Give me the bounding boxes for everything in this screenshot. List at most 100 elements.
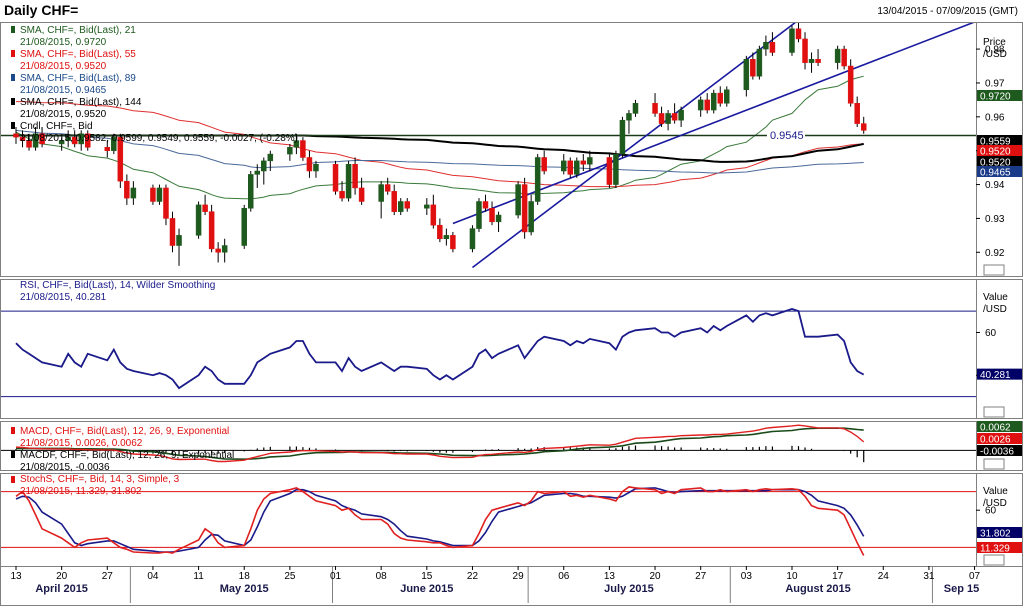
x-tick-label: 11: [193, 571, 204, 582]
macd-legend-value: 21/08/2015, 0.0026, 0.0062: [20, 438, 143, 449]
macd-auto-button[interactable]: [983, 458, 1005, 470]
macd-plot: [1, 424, 976, 463]
candle-body-up: [195, 204, 202, 236]
candle-body-up: [443, 235, 450, 239]
candle: [495, 211, 502, 232]
candle: [528, 194, 534, 236]
candle-body-down: [580, 160, 587, 165]
price-auto-button[interactable]: [983, 264, 1005, 276]
x-tick-label: 20: [649, 571, 661, 582]
candle: [613, 150, 619, 188]
candle-body-up: [678, 109, 684, 121]
candle-body-up: [476, 201, 482, 229]
price-tag-bg: [977, 145, 1022, 156]
candle-body-down: [391, 191, 397, 212]
trend-channel-line: [452, 23, 975, 225]
candle: [795, 23, 802, 43]
candle: [261, 157, 267, 185]
candle: [769, 32, 776, 56]
x-tick-label: 17: [832, 571, 844, 582]
candle-body-down: [332, 163, 339, 192]
macd-legend-title: MACD, CHF=, Bid(Last), 12, 26, 9, Expone…: [20, 426, 229, 437]
candle-body-down: [19, 136, 26, 141]
x-tick-label: 22: [467, 571, 479, 582]
rsi-tag-text: 40.281: [980, 370, 1011, 381]
candle: [815, 49, 821, 67]
auto-button-frame[interactable]: [983, 554, 1005, 566]
x-tick-label: 07: [969, 571, 981, 582]
candle: [658, 106, 665, 127]
price-tag-bg: [977, 156, 1022, 167]
candle-body-down: [854, 103, 860, 124]
candle: [515, 181, 521, 219]
legend-value: 21/08/2015, 0.9582, 0.9599, 0.9549, 0.95…: [20, 133, 298, 144]
candle: [117, 133, 124, 188]
candle-body-down: [450, 235, 456, 250]
macd-tag-text: 0.0062: [980, 423, 1011, 434]
candle-body-down: [815, 59, 821, 63]
candle: [130, 181, 137, 205]
candle-body-down: [39, 133, 45, 145]
legend-value: 21/08/2015, 0.9465: [20, 85, 107, 96]
sma-line-55: [16, 101, 864, 188]
rsi-auto-button[interactable]: [983, 406, 1005, 418]
panel-frame-price: [0, 22, 1023, 277]
candle-body-up: [424, 204, 430, 209]
legend-swatch: [11, 122, 15, 129]
candle-body-down: [769, 42, 776, 53]
candle: [176, 228, 182, 266]
x-month-label: May 2015: [220, 583, 269, 595]
macd-line: [15, 424, 865, 463]
candle-body-down: [860, 123, 867, 131]
legend-swatch: [11, 427, 15, 434]
price-tag: 0.9720: [977, 90, 1022, 103]
candle-body-down: [671, 113, 678, 121]
panel-frame-macd: [0, 421, 1023, 471]
candle-body-down: [71, 136, 78, 145]
candle-body-down: [437, 224, 443, 239]
candle: [561, 154, 567, 175]
candle-body-up: [528, 201, 534, 233]
candle-body-up: [397, 201, 404, 212]
x-tick-label: 31: [923, 571, 935, 582]
candle: [697, 96, 704, 117]
candle: [619, 116, 626, 158]
candle-body-up: [78, 133, 84, 145]
price-tag: 0.9559: [977, 135, 1022, 148]
price-tag-bg: [977, 135, 1022, 146]
candle-body-down: [26, 140, 32, 148]
candle: [300, 137, 306, 161]
panel-frame-rsi: [0, 279, 1023, 419]
candle-body-up: [267, 153, 274, 162]
price-tag: 0.9520: [977, 156, 1022, 169]
candle-body-down: [358, 187, 365, 202]
auto-button-frame[interactable]: [983, 264, 1005, 276]
x-tick-label: 01: [330, 571, 342, 582]
candle: [763, 35, 769, 56]
x-tick-label: 04: [147, 571, 159, 582]
price-tag-text: 0.9520: [980, 158, 1011, 169]
candle-body-up: [632, 103, 639, 114]
candle: [358, 177, 365, 205]
candle-body-down: [215, 248, 221, 253]
candle: [78, 130, 84, 151]
auto-button-frame[interactable]: [983, 406, 1005, 418]
candle-body-up: [345, 163, 352, 199]
stoch-plot: [1, 486, 976, 556]
candle-body-up: [808, 59, 815, 63]
candle-body-down: [384, 184, 391, 192]
candle-body-up: [241, 208, 247, 246]
candle-body-up: [626, 113, 632, 121]
candle: [704, 93, 710, 114]
x-month-label: Sep 15: [944, 583, 979, 595]
candle-body-down: [521, 184, 528, 233]
stoch-auto-button[interactable]: [983, 554, 1005, 566]
rsi-tag-bg: [977, 368, 1022, 380]
x-month-label: April 2015: [35, 583, 88, 595]
candle: [397, 198, 404, 216]
sma-line-21: [15, 75, 864, 200]
candle-body-up: [313, 163, 319, 172]
candle-body-up: [665, 113, 671, 124]
auto-button-frame[interactable]: [983, 458, 1005, 470]
candle-body-down: [352, 163, 358, 189]
